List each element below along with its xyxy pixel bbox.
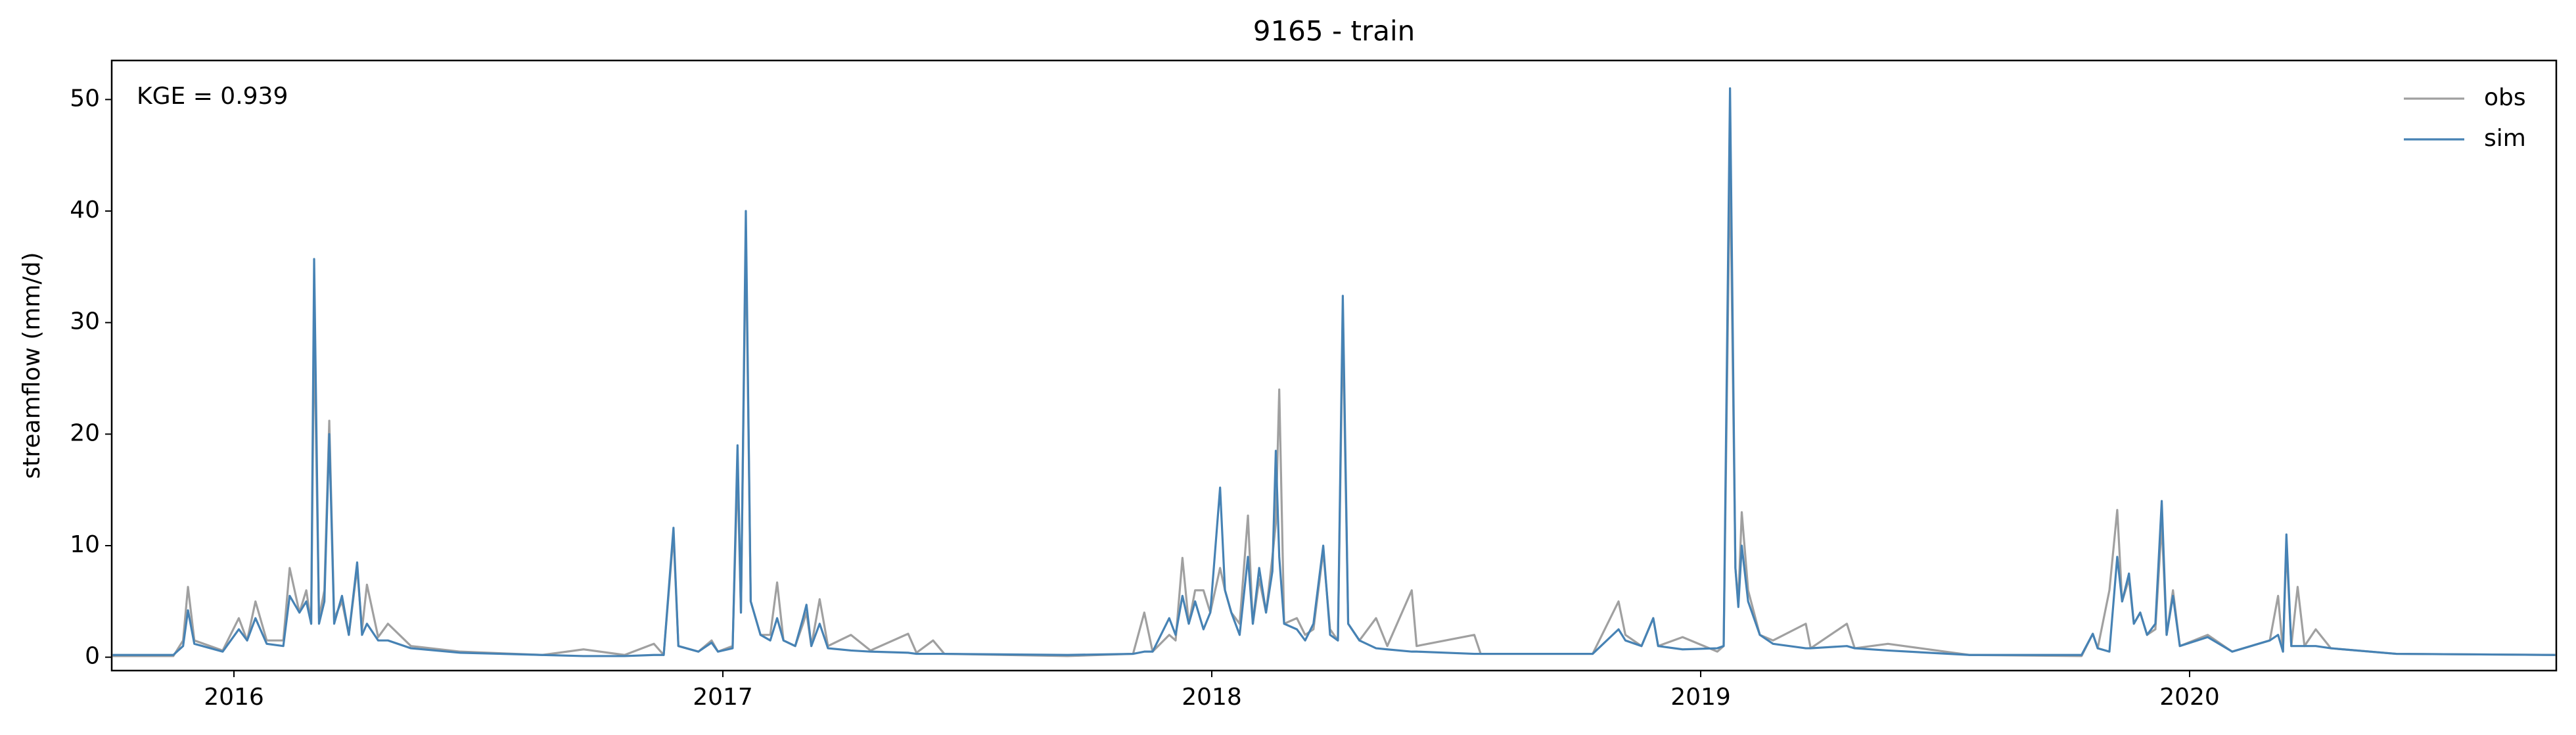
plot-frame [110, 59, 2558, 672]
x-tick-label: 2019 [1670, 684, 1731, 711]
series-line [112, 87, 2556, 657]
y-tick-label: 50 [70, 85, 100, 112]
plot-lines [112, 87, 2556, 657]
y-tick-label: 0 [85, 643, 100, 670]
y-tick-label: 20 [70, 419, 100, 446]
legend-label: sim [2484, 125, 2526, 152]
y-tick-label: 30 [70, 308, 100, 335]
x-tick-label: 2017 [693, 684, 753, 711]
y-tick-label: 40 [70, 197, 100, 224]
x-tick-label: 2020 [2159, 684, 2220, 711]
y-axis-label: streamflow (mm/d) [18, 252, 45, 479]
annotation: KGE = 0.939 [137, 83, 288, 110]
y-tick-label: 10 [70, 531, 100, 558]
legend-label: obs [2484, 84, 2526, 111]
series-line [112, 154, 2556, 657]
x-tick-label: 2016 [204, 684, 264, 711]
x-tick-label: 2018 [1182, 684, 1242, 711]
chart-title: 9165 - train [1253, 15, 1415, 47]
